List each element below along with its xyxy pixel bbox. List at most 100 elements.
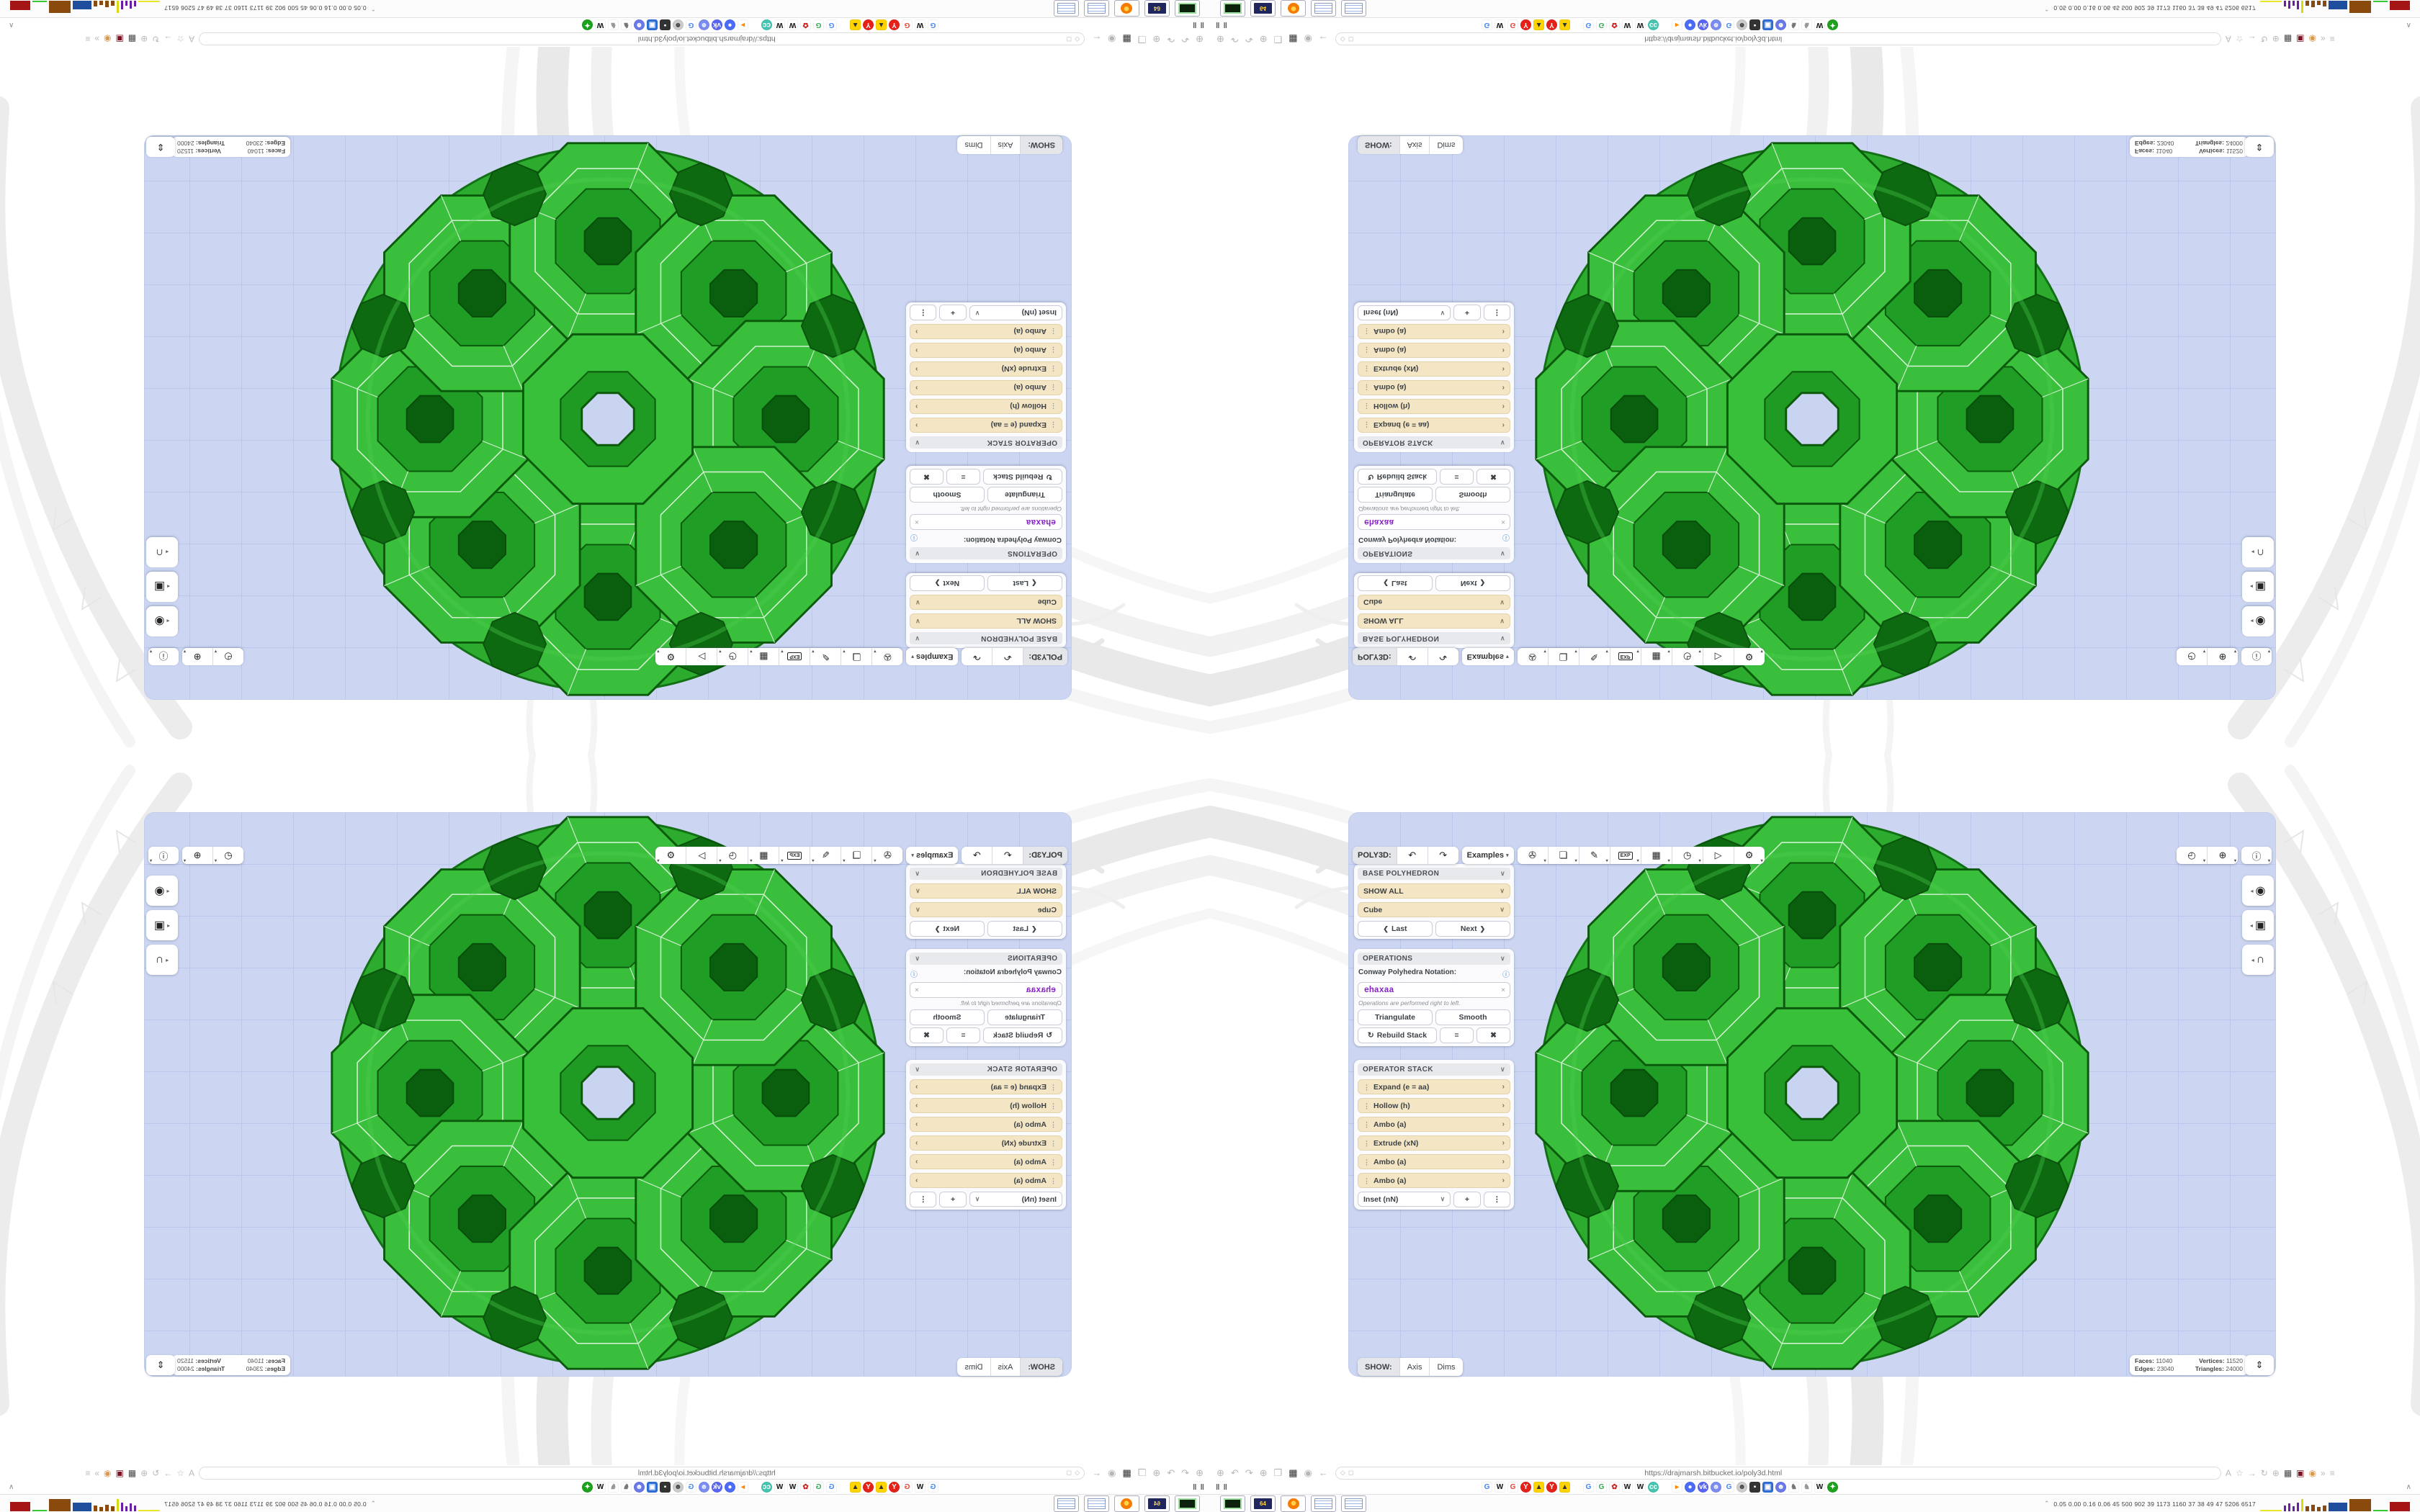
overflow-icon[interactable]: » [2321, 34, 2326, 45]
smooth-button[interactable]: Smooth [1435, 1009, 1510, 1025]
bookmark-favicon[interactable]: W [1494, 19, 1506, 30]
system-monitor[interactable]: ⌃ 0.05 0.00 0.16 0.06 45 500 902 39 1173… [2044, 1, 2410, 16]
operations-header[interactable]: OPERATIONS ∨ [1358, 547, 1510, 559]
forward-icon[interactable]: ↷ [1167, 1467, 1175, 1478]
left-arrow-icon[interactable]: ← [1092, 1467, 1102, 1478]
bookmark-favicon[interactable]: Y [1546, 1482, 1558, 1493]
undo-button[interactable]: ↶ [992, 847, 1023, 864]
bookmark-favicon[interactable]: ▪ [659, 19, 671, 30]
bookmark-favicon[interactable]: W [1635, 19, 1646, 30]
settings-button[interactable]: ⚙ ▾ [655, 847, 686, 864]
drag-handle-icon[interactable]: ⋮ [1050, 1083, 1057, 1091]
smooth-button[interactable]: Smooth [910, 1009, 985, 1025]
appearance-button[interactable]: ✇ ▾ [871, 648, 903, 665]
appearance-button[interactable]: ✇ ▾ [1517, 648, 1549, 665]
triangulate-button[interactable]: Triangulate [1358, 1009, 1433, 1025]
bookmark-favicon[interactable]: Y [888, 19, 900, 30]
bookmark-favicon[interactable]: G [1596, 1482, 1608, 1493]
bookmark-favicon[interactable]: ● [724, 19, 735, 30]
left-arrow-icon[interactable]: ← [1318, 34, 1328, 45]
bookmark-favicon[interactable]: ♞ [1801, 19, 1813, 30]
settings-button[interactable]: ⚙ ▾ [1734, 648, 1765, 665]
caret-up-icon[interactable]: ∧ [9, 21, 14, 29]
bookmark-favicon[interactable]: cc [761, 1482, 772, 1493]
operator-row[interactable]: ⋮Hollow (h) › [1358, 399, 1510, 414]
bookmark-favicon[interactable]: ☻ [633, 1482, 645, 1493]
bookmark-favicon[interactable]: ● [724, 1482, 735, 1493]
redo-button[interactable]: ↷ [962, 847, 992, 864]
smooth-button[interactable]: Smooth [1435, 487, 1510, 503]
bookmark-favicon[interactable]: cc [1648, 19, 1659, 30]
bookmark-favicon[interactable]: G [812, 19, 824, 30]
taskbar-app-notepad[interactable] [1084, 1495, 1109, 1512]
operator-row[interactable]: ⋮Extrude (xN) › [1358, 361, 1510, 377]
container-trash-icon[interactable]: ▦ [2283, 34, 2293, 45]
triangulate-button[interactable]: Triangulate [987, 487, 1062, 503]
home-globe-icon[interactable]: ⊕ [1259, 1467, 1268, 1478]
bookmark-favicon[interactable]: ● [1685, 19, 1696, 30]
drag-handle-icon[interactable]: ⋮ [1050, 421, 1057, 429]
operator-row[interactable]: ⋮Ambo (a) › [1358, 1117, 1510, 1132]
bookmark-favicon[interactable]: ▸ [737, 19, 748, 30]
trash-icon[interactable]: ▦ [1289, 1467, 1298, 1478]
add-operator-button[interactable]: + [939, 305, 967, 320]
base-polyhedron-header[interactable]: BASE POLYHEDRON ∨ [910, 632, 1062, 644]
container-trash-icon[interactable]: ▦ [127, 34, 137, 45]
bookmark-favicon[interactable]: G [825, 19, 837, 30]
reload-icon[interactable]: ↻ [152, 1467, 160, 1478]
taskbar-app-notepad[interactable] [1054, 1495, 1079, 1512]
solid-view-button[interactable]: ❏ ▾ [841, 847, 872, 864]
bookmark-favicon[interactable]: ☻ [698, 19, 709, 30]
bookmark-favicon[interactable]: ♞ [1801, 1482, 1813, 1493]
stack-clear-button[interactable]: ✖ [1476, 1027, 1510, 1043]
bookmark-favicon[interactable]: ✦ [581, 1482, 593, 1493]
bookmark-favicon[interactable]: G [1482, 1482, 1493, 1493]
left-arrow-icon[interactable]: ← [1092, 34, 1102, 45]
operator-row[interactable]: ⋮Ambo (a) › [910, 343, 1062, 358]
resize-view-button[interactable]: ⇕ [2245, 137, 2274, 157]
menu-icon[interactable]: ≡ [2329, 34, 2335, 45]
show-all-dropdown[interactable]: SHOW ALL ∨ [910, 883, 1062, 899]
stack-list-button[interactable]: ≡ [1440, 1027, 1474, 1043]
bookmark-favicon[interactable]: ● [1685, 1482, 1696, 1493]
rebuild-stack-button[interactable]: ↻ Rebuild Stack [983, 1027, 1062, 1043]
operator-row[interactable]: ⋮Hollow (h) › [910, 399, 1062, 414]
solid-view-button[interactable]: ❏ ▾ [1548, 648, 1579, 665]
base-polyhedron-header[interactable]: BASE POLYHEDRON ∨ [1358, 868, 1510, 880]
taskbar-app-notepad[interactable] [1084, 0, 1109, 17]
base-solid-dropdown[interactable]: Cube ∨ [910, 902, 1062, 917]
bookmark-favicon[interactable]: ▣ [1762, 1482, 1774, 1493]
bookmark-favicon[interactable]: ▲ [1559, 19, 1571, 30]
bookmark-favicon[interactable]: ☻ [1736, 19, 1748, 30]
translate-globe-icon[interactable]: ⊕ [2272, 34, 2280, 45]
bookmark-favicon[interactable]: ▲ [875, 1482, 887, 1493]
last-button[interactable]: ❮ Last [987, 575, 1062, 591]
operator-row[interactable]: ⋮Ambo (a) › [1358, 324, 1510, 339]
next-button[interactable]: Next ❯ [1435, 921, 1510, 937]
bookmark-favicon[interactable]: W [1622, 1482, 1634, 1493]
operator-row[interactable]: ⋮Extrude (xN) › [910, 361, 1062, 377]
show-dims-toggle[interactable]: Dims [1437, 1362, 1456, 1372]
show-axis-toggle[interactable]: Axis [990, 136, 1021, 154]
extension-fox-icon[interactable]: ◉ [2308, 34, 2316, 45]
extension-fox-icon[interactable]: ◉ [104, 34, 112, 45]
ublock-shield-icon[interactable]: ▣ [2296, 1467, 2305, 1478]
base-polyhedron-header[interactable]: BASE POLYHEDRON ∨ [910, 868, 1062, 880]
caret-up-icon[interactable]: ∧ [9, 1483, 14, 1491]
back-icon[interactable]: ↶ [1181, 1467, 1190, 1478]
operator-row[interactable]: ⋮Expand (e = aa) › [1358, 418, 1510, 433]
operator-stack-header[interactable]: OPERATOR STACK ∨ [1358, 1063, 1510, 1076]
bookmark-favicon[interactable]: W [1622, 19, 1634, 30]
bookmark-star-icon[interactable]: ☆ [2235, 1467, 2244, 1478]
visibility-button[interactable]: ◂ ◉ [146, 606, 178, 636]
rebuild-stack-button[interactable]: ↻ Rebuild Stack [983, 469, 1062, 485]
visibility-button[interactable]: ◂ ◉ [2242, 876, 2274, 906]
examples-dropdown[interactable]: Examples ▾ [1461, 847, 1514, 864]
forward-icon[interactable]: ↷ [1167, 34, 1175, 45]
table-button[interactable]: ▦ ▾ [748, 847, 779, 864]
snap-button[interactable]: ◂ ∩ [146, 537, 178, 567]
triangulate-button[interactable]: Triangulate [1358, 487, 1433, 503]
operator-row[interactable]: ⋮Ambo (a) › [1358, 343, 1510, 358]
examples-dropdown[interactable]: Examples ▾ [906, 847, 959, 864]
bookmark-favicon[interactable]: ▸ [1672, 19, 1683, 30]
